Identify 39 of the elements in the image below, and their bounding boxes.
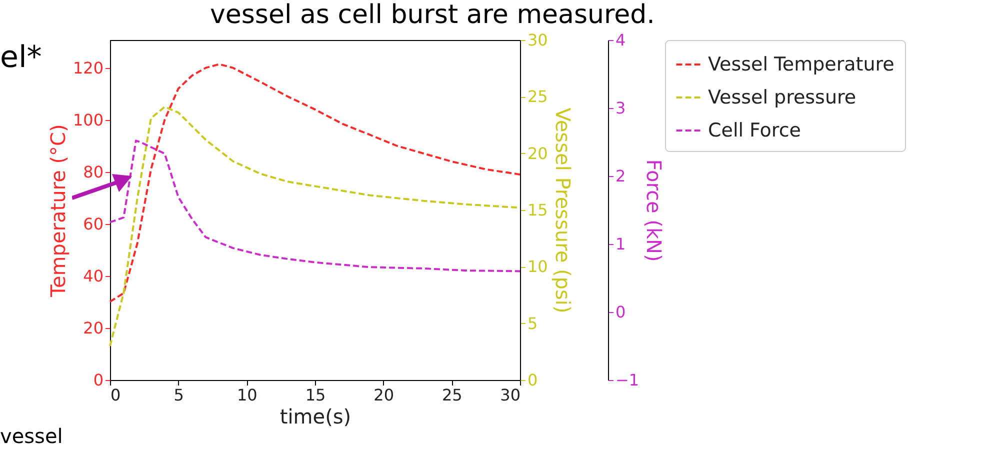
y-tick-label: 100 bbox=[72, 110, 104, 130]
y3-axis-title: Force (kN) bbox=[642, 159, 666, 262]
y2-tick-label: 15 bbox=[528, 200, 548, 220]
y3-tick-label: 1 bbox=[616, 234, 626, 254]
text: vessel as cell burst are measured. bbox=[210, 0, 655, 30]
y2-tick-label: 25 bbox=[528, 87, 548, 106]
y3-tick-label: 0 bbox=[616, 302, 626, 322]
text: el* bbox=[0, 40, 42, 75]
y-tick-label: 60 bbox=[83, 214, 104, 234]
y3-tick-label: −1 bbox=[616, 370, 640, 390]
y2-axis-title: Vessel Pressure (psi) bbox=[550, 108, 575, 314]
line-series bbox=[109, 140, 521, 272]
x-tick-label: 10 bbox=[236, 386, 258, 404]
x-tick-label: 5 bbox=[174, 386, 184, 404]
x-tick-label: 20 bbox=[374, 386, 394, 404]
legend-label: Cell Force bbox=[708, 120, 801, 142]
legend-label: Vessel Temperature bbox=[708, 54, 894, 76]
y2-tick-label: 5 bbox=[528, 314, 538, 333]
y-tick-label: 0 bbox=[93, 370, 104, 390]
y-tick-label: 120 bbox=[72, 58, 104, 78]
text: vessel bbox=[0, 424, 63, 448]
y3-tick-label: 4 bbox=[616, 30, 626, 50]
y2-tick-label: 20 bbox=[528, 144, 548, 163]
y3-tick-label: 2 bbox=[616, 166, 626, 186]
legend-label: Vessel pressure bbox=[708, 86, 856, 108]
y2-tick-label: 0 bbox=[528, 370, 538, 390]
y3-tick-label: 3 bbox=[616, 98, 626, 118]
y2-tick-label: 30 bbox=[528, 30, 548, 50]
line-series bbox=[109, 63, 521, 303]
x-tick-label: 30 bbox=[500, 386, 520, 404]
y-tick-label: 20 bbox=[83, 318, 104, 338]
y-axis-title: Temperature (°C) bbox=[46, 124, 70, 298]
x-tick-label: 0 bbox=[110, 386, 121, 404]
y-tick-label: 80 bbox=[83, 162, 104, 182]
x-tick-label: 25 bbox=[442, 386, 462, 404]
x-tick-label: 15 bbox=[305, 386, 326, 404]
x-axis-title: time(s) bbox=[280, 404, 352, 428]
y2-tick-label: 10 bbox=[528, 257, 548, 276]
y-tick-label: 40 bbox=[83, 266, 104, 286]
